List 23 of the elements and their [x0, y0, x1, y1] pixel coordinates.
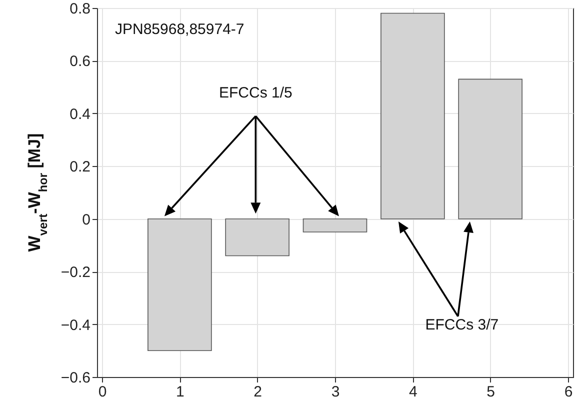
- y-tick-label: 0.4: [70, 106, 90, 123]
- bar: [380, 12, 445, 220]
- bar: [302, 218, 368, 232]
- x-tick-label: 3: [331, 384, 340, 400]
- y-tick-label: −0.6: [60, 370, 90, 386]
- x-tick-label: 6: [564, 384, 573, 400]
- x-tick-label: 0: [98, 384, 107, 400]
- x-tick-label: 4: [408, 384, 418, 400]
- x-tick-label: 2: [254, 384, 262, 400]
- x-tick-label: 5: [486, 384, 496, 400]
- bar: [225, 218, 290, 256]
- y-tick-label: −0.2: [60, 264, 90, 282]
- y-tick-label: −0.4: [60, 316, 90, 334]
- y-tick-label: 0.8: [70, 0, 90, 18]
- y-tick-label: 0.6: [70, 53, 90, 70]
- y-tick-label: 0: [82, 211, 90, 228]
- annotation: JPN85968,85974-7: [115, 21, 244, 38]
- annotation: EFCCs 3/7: [425, 316, 499, 334]
- x-tick-label: 1: [176, 384, 184, 400]
- annotation: EFCCs 1/5: [218, 84, 292, 102]
- bar: [148, 218, 212, 352]
- bar: [458, 78, 522, 220]
- y-tick-label: 0.2: [70, 158, 90, 176]
